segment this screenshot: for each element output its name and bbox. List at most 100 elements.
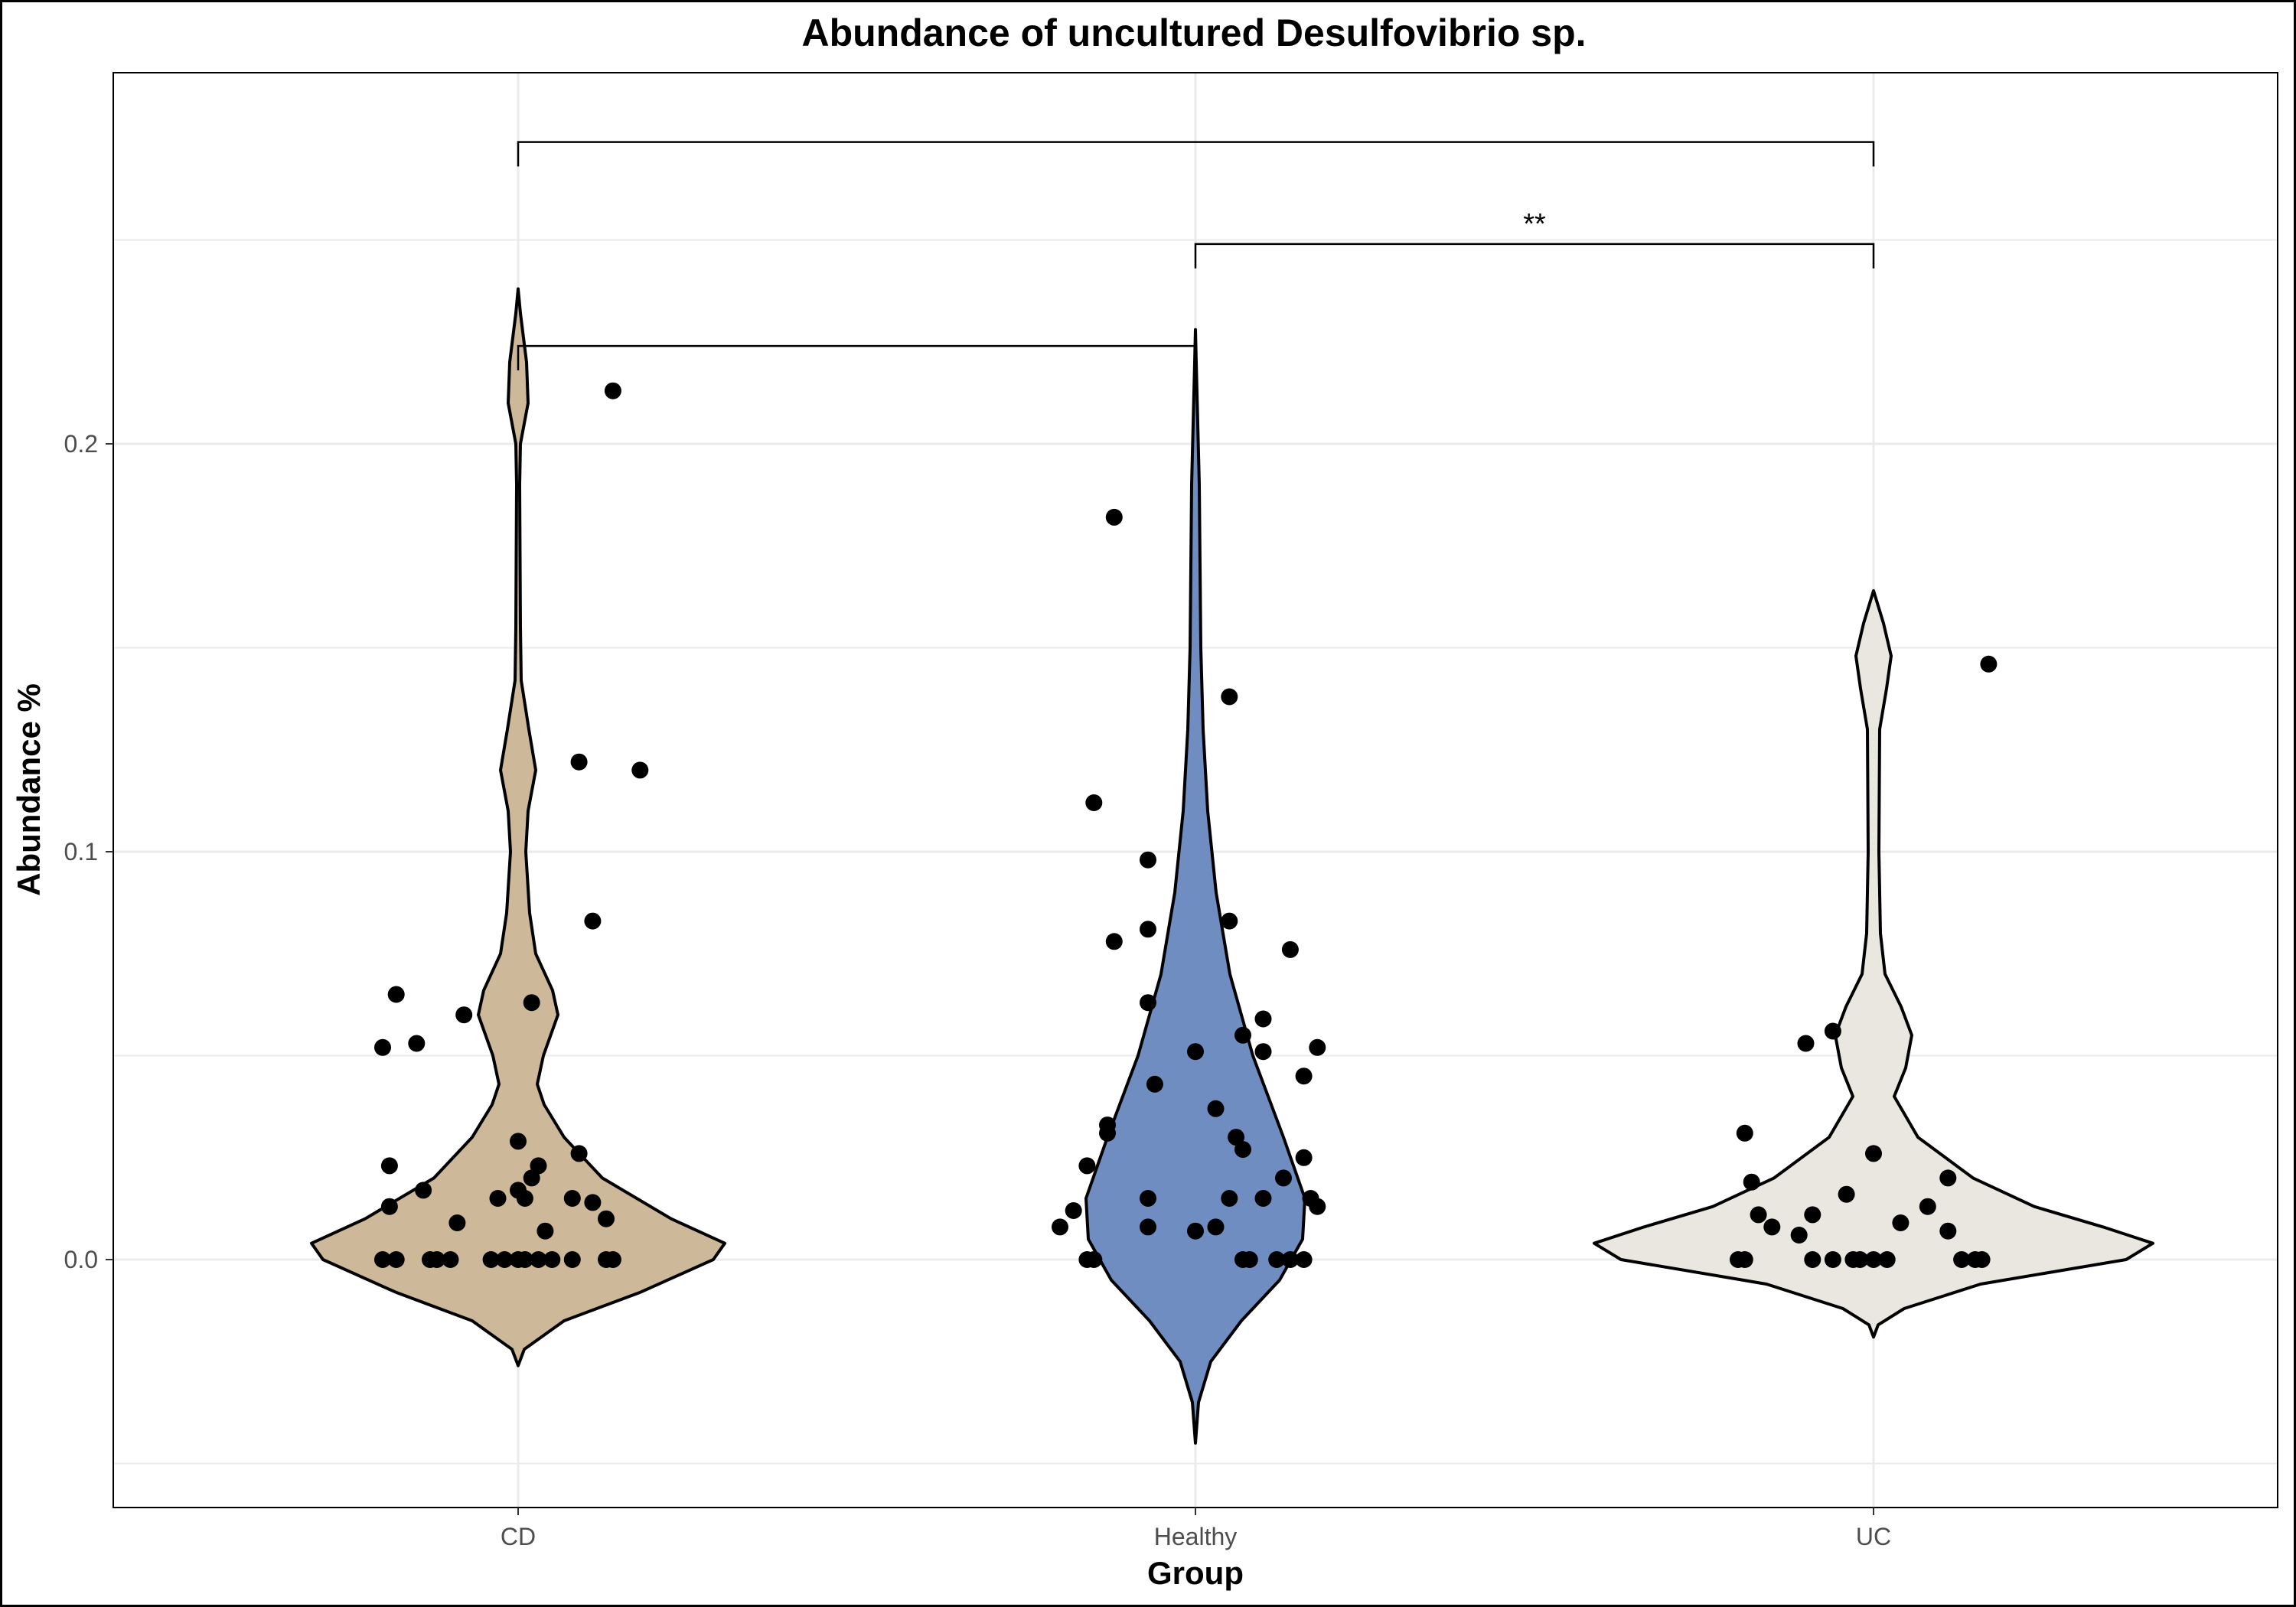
data-point-cd xyxy=(523,994,540,1012)
data-point-uc xyxy=(1939,1222,1957,1240)
data-point-uc xyxy=(1797,1035,1815,1052)
data-point-uc xyxy=(1865,1251,1882,1268)
data-point-healthy xyxy=(1234,1141,1251,1159)
data-point-cd xyxy=(523,1169,540,1187)
y-tick-label: 0.1 xyxy=(64,838,98,865)
data-point-cd xyxy=(631,761,649,779)
data-point-cd xyxy=(598,1210,615,1227)
data-point-cd xyxy=(604,1251,621,1268)
data-point-healthy xyxy=(1140,851,1156,869)
data-point-cd xyxy=(380,1157,398,1175)
data-point-healthy xyxy=(1221,688,1238,706)
tick-layer: 0.0 0.1 0.2 CD Healthy UC xyxy=(64,430,1892,1550)
data-point-cd xyxy=(455,1006,473,1024)
data-point-healthy xyxy=(1140,1218,1156,1236)
data-point-healthy xyxy=(1295,1251,1313,1268)
data-point-healthy xyxy=(1099,1124,1116,1142)
data-point-uc xyxy=(1736,1124,1753,1142)
data-point-uc xyxy=(1892,1214,1910,1231)
data-point-healthy xyxy=(1105,933,1123,950)
y-tick-label: 0.0 xyxy=(64,1246,98,1273)
y-tick-label: 0.2 xyxy=(64,430,98,458)
data-point-cd xyxy=(380,1198,398,1215)
data-point-cd xyxy=(536,1222,554,1240)
data-point-cd xyxy=(516,1251,533,1268)
data-point-cd xyxy=(584,912,602,930)
data-point-healthy xyxy=(1295,1068,1313,1085)
data-point-cd xyxy=(510,1133,527,1150)
data-point-uc xyxy=(1804,1251,1821,1268)
data-point-uc xyxy=(1743,1173,1760,1191)
data-point-cd xyxy=(448,1214,466,1231)
data-point-healthy xyxy=(1187,1043,1204,1061)
data-point-healthy xyxy=(1254,1043,1272,1061)
data-point-uc xyxy=(1939,1169,1957,1187)
data-point-uc xyxy=(1973,1251,1991,1268)
data-point-healthy xyxy=(1140,1190,1156,1207)
data-point-healthy xyxy=(1228,1129,1245,1146)
data-point-cd xyxy=(442,1251,459,1268)
data-point-cd xyxy=(387,1251,405,1268)
data-point-cd xyxy=(570,753,588,771)
x-axis-title: Group xyxy=(1147,1555,1244,1591)
data-point-uc xyxy=(1824,1022,1841,1040)
data-point-uc xyxy=(1824,1251,1841,1268)
data-point-cd xyxy=(516,1190,533,1207)
significance-bracket xyxy=(1194,243,1875,269)
data-point-cd xyxy=(530,1157,547,1175)
data-point-healthy xyxy=(1241,1251,1258,1268)
data-point-healthy xyxy=(1207,1100,1225,1117)
data-point-cd xyxy=(408,1035,426,1052)
data-point-cd xyxy=(543,1251,561,1268)
chart-title: Abundance of uncultured Desulfovibrio sp… xyxy=(801,11,1586,54)
violin-cd xyxy=(310,287,726,1367)
data-point-cd xyxy=(584,1194,602,1211)
data-point-cd xyxy=(374,1038,391,1056)
data-point-healthy xyxy=(1140,994,1156,1012)
data-point-cd xyxy=(563,1251,581,1268)
data-point-uc xyxy=(1790,1227,1808,1244)
data-point-uc xyxy=(1980,655,1998,673)
significance-label: ** xyxy=(1523,208,1546,240)
data-point-cd xyxy=(415,1182,432,1199)
data-point-cd xyxy=(563,1190,581,1207)
data-point-uc xyxy=(1750,1206,1767,1224)
data-point-uc xyxy=(1878,1251,1896,1268)
data-point-healthy xyxy=(1078,1157,1096,1175)
data-point-uc xyxy=(1838,1185,1855,1203)
data-point-cd xyxy=(496,1251,514,1268)
data-point-cd xyxy=(482,1251,500,1268)
data-point-cd xyxy=(489,1190,507,1207)
data-point-cd xyxy=(374,1251,391,1268)
significance-bracket xyxy=(517,141,1875,167)
data-point-uc xyxy=(1851,1251,1869,1268)
data-point-uc xyxy=(1763,1218,1781,1236)
data-point-uc xyxy=(1736,1251,1753,1268)
data-point-uc xyxy=(1804,1206,1821,1224)
x-tick-label-cd: CD xyxy=(501,1523,536,1550)
data-point-healthy xyxy=(1052,1218,1068,1236)
data-point-healthy xyxy=(1254,1010,1272,1028)
data-point-healthy xyxy=(1187,1222,1204,1240)
data-point-healthy xyxy=(1275,1169,1292,1187)
data-point-uc xyxy=(1865,1145,1882,1162)
data-point-healthy xyxy=(1309,1198,1326,1215)
data-point-healthy xyxy=(1281,1251,1299,1268)
data-point-healthy xyxy=(1085,1251,1103,1268)
data-point-cd xyxy=(387,986,405,1003)
data-point-cd xyxy=(428,1251,445,1268)
violin-uc xyxy=(1593,588,2154,1339)
points-layer xyxy=(374,382,1998,1268)
data-point-healthy xyxy=(1234,1026,1251,1044)
data-point-healthy xyxy=(1295,1149,1313,1166)
data-point-healthy xyxy=(1065,1202,1082,1219)
data-point-healthy xyxy=(1085,794,1103,811)
data-point-healthy xyxy=(1221,1190,1238,1207)
data-point-uc xyxy=(1953,1251,1971,1268)
data-point-healthy xyxy=(1309,1038,1326,1056)
data-point-uc xyxy=(1919,1198,1936,1215)
data-point-healthy xyxy=(1281,940,1299,958)
x-tick-label-healthy: Healthy xyxy=(1154,1523,1238,1550)
